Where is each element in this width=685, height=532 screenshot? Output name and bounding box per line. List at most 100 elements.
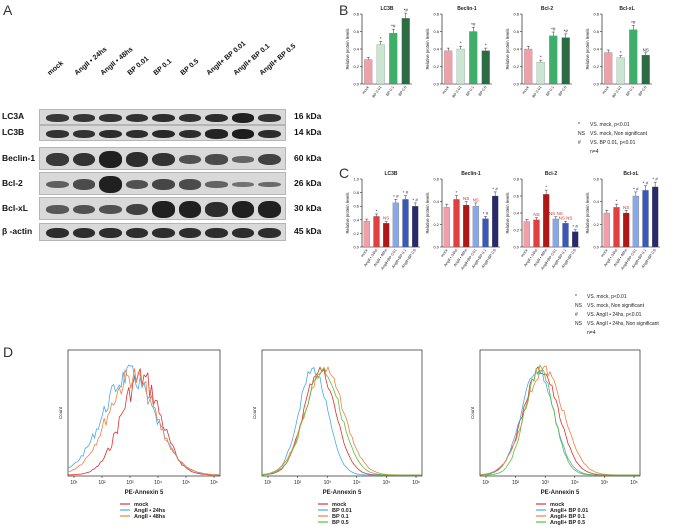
chart-title: Bcl-2 — [541, 6, 553, 12]
plot-frame — [261, 349, 423, 477]
blot-band — [178, 129, 201, 139]
legend-label: AngII • 24hs — [134, 508, 165, 514]
y-axis-label: Relative protein levels — [505, 193, 510, 234]
bar — [383, 223, 390, 248]
histogram-series — [67, 364, 221, 476]
significance-mark: *# — [631, 20, 636, 25]
x-tick-label: 10¹ — [264, 480, 272, 486]
x-tick-label: BP 0.1 — [385, 85, 395, 97]
bar — [481, 50, 490, 85]
blot-band — [99, 114, 122, 122]
significance-mark: * — [485, 43, 487, 48]
significance-mark: * — [460, 41, 462, 46]
bar — [453, 199, 460, 248]
significance-mark: * # — [572, 224, 578, 229]
significance-mark: NS NS — [549, 211, 563, 216]
y-tick-label: 0.0 — [593, 82, 599, 87]
blot-band — [72, 179, 95, 190]
bar — [604, 52, 613, 85]
y-tick-label: 0.6 — [353, 29, 359, 34]
bar — [469, 31, 478, 85]
significance-mark: *# — [404, 8, 409, 13]
blot-row-label: Bcl-xL — [2, 202, 28, 213]
y-axis-label: Relative protein levels — [425, 29, 430, 70]
legend-label: BP 0.1 — [332, 514, 349, 520]
bar — [603, 212, 610, 248]
blot-band — [152, 227, 175, 239]
y-tick-label: 1.0 — [353, 177, 359, 182]
y-tick-label: 0.2 — [353, 64, 359, 69]
chart-title: Beclin-1 — [457, 6, 477, 12]
bar-chart: Bcl-xL 0.0 0.2 0.4 0.6 Relative protein level… — [585, 171, 660, 271]
significance-mark: *# — [564, 28, 569, 33]
blot-band — [99, 204, 122, 215]
chart-title: Beclin-1 — [461, 171, 481, 177]
y-axis-label: Relative protein levels — [345, 193, 350, 234]
blot-band — [178, 113, 201, 123]
y-axis-label: Relative protein levels — [585, 193, 590, 234]
chart-title: LC3B — [380, 6, 393, 12]
bar — [549, 35, 558, 85]
blot-row — [39, 223, 286, 241]
blot-band — [152, 178, 175, 191]
blot-band — [178, 201, 201, 218]
blot-band — [178, 154, 201, 165]
plot-frame — [67, 349, 221, 477]
blot-band — [46, 153, 69, 166]
blot-row — [39, 125, 286, 141]
blot-band — [99, 129, 122, 139]
blot-band — [99, 151, 122, 168]
bar — [364, 59, 373, 85]
blot-row — [39, 147, 286, 170]
x-tick-label: BP 0.1 — [545, 85, 555, 97]
significance-mark: *# — [471, 22, 476, 27]
blot-band — [99, 176, 122, 193]
bar — [373, 216, 380, 248]
blot-band — [125, 203, 148, 216]
significance-mark: * — [545, 185, 547, 190]
bar — [444, 50, 453, 85]
legend-item: n=4 — [575, 328, 685, 337]
panel-b-charts: LC3B 0.0 0.2 0.4 0.6 0.8 Relative protein leve… — [345, 6, 652, 99]
blot-band — [231, 227, 254, 239]
chart-title: Bcl-xL — [619, 6, 634, 12]
x-tick-label: BP 0.1 — [465, 85, 475, 97]
significance-mark: * # — [633, 186, 639, 191]
panel-a-letter: A — [3, 2, 13, 18]
blot-band — [46, 227, 69, 239]
y-tick-label: 0.4 — [513, 211, 519, 216]
blot-band — [178, 179, 201, 190]
blot-band — [258, 201, 281, 218]
y-tick-label: 0.6 — [513, 29, 519, 34]
x-tick-label: BP 0.01 — [532, 85, 543, 98]
bar — [543, 194, 550, 248]
bar — [463, 204, 470, 248]
blot-band — [231, 201, 254, 218]
x-tick-label: mock — [440, 248, 449, 258]
blot-band — [72, 114, 95, 122]
bar — [524, 48, 533, 85]
blot-band — [231, 156, 254, 163]
x-tick-label: BP 0.01 — [372, 85, 383, 98]
legend-item: * VS. mock, p<0.01 — [575, 292, 685, 301]
blot-kda-label: 26 kDa — [294, 177, 322, 188]
legend-item: n=4 — [578, 147, 683, 156]
x-tick-label: 10⁶ — [412, 480, 420, 486]
bar — [402, 199, 409, 248]
panel-b-letter: B — [339, 2, 349, 18]
y-tick-label: 0.6 — [433, 177, 439, 182]
bar — [492, 195, 499, 248]
significance-mark: * # — [652, 177, 658, 182]
y-tick-label: 0.4 — [353, 47, 359, 52]
x-tick-label: 10³ — [126, 480, 134, 486]
lane-label: BP 0.5 — [179, 57, 200, 77]
x-tick-label: 10² — [294, 480, 302, 486]
legend-label: BP 0.01 — [332, 508, 352, 514]
blot-kda-label: 45 kDa — [294, 226, 322, 236]
significance-mark: * # — [492, 186, 498, 191]
bar — [472, 206, 479, 248]
blot-band — [231, 113, 254, 123]
histogram-series — [480, 363, 640, 476]
y-tick-label: 0.6 — [593, 29, 599, 34]
